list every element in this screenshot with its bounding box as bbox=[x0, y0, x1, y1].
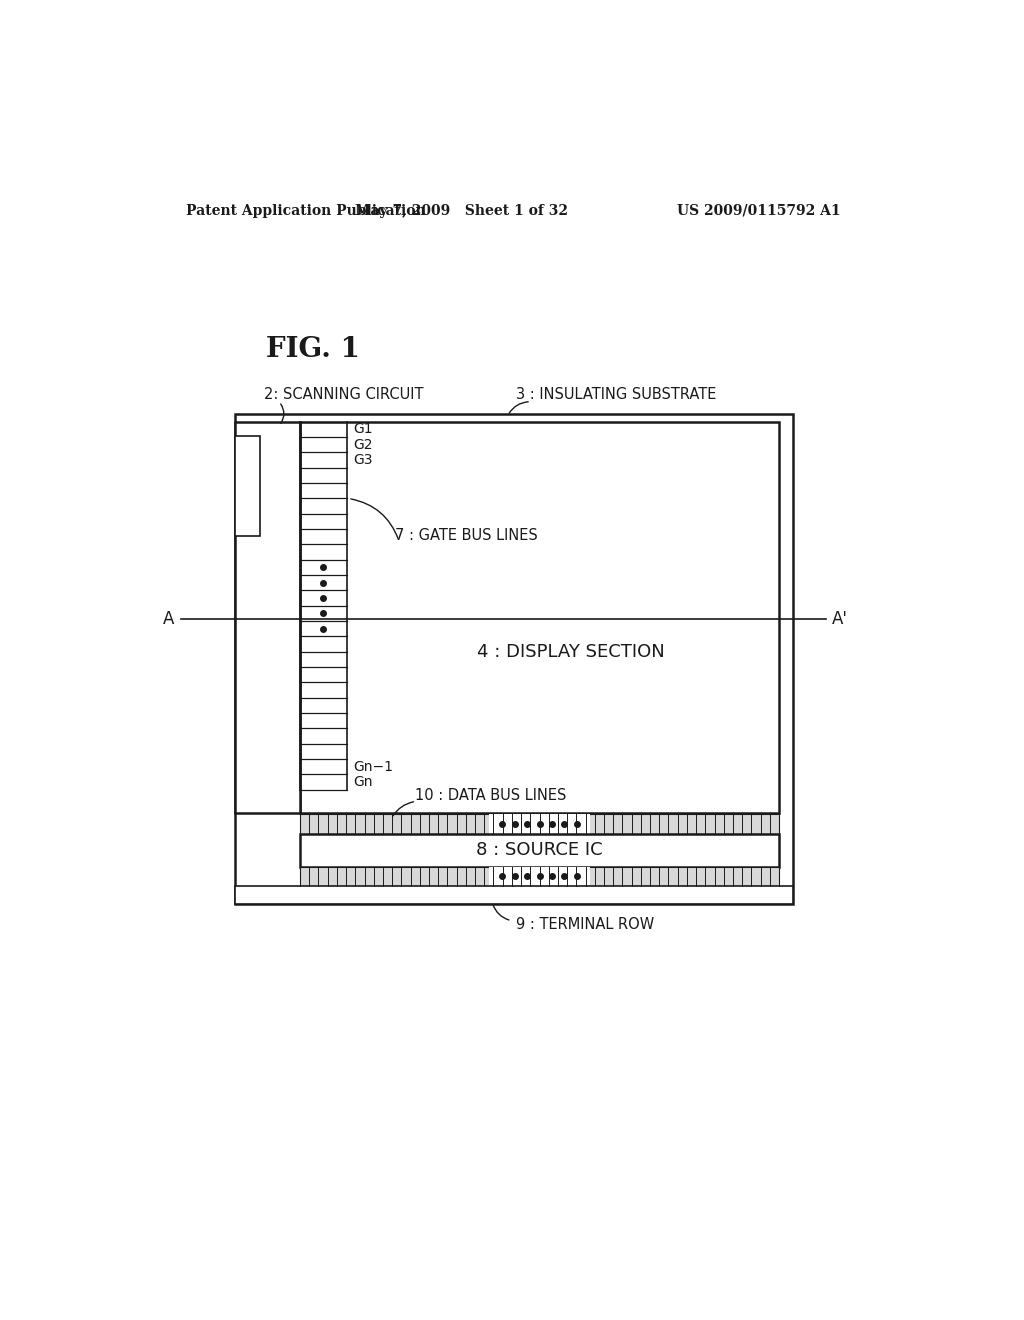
Text: US 2009/0115792 A1: US 2009/0115792 A1 bbox=[677, 203, 841, 218]
Text: 4 : DISPLAY SECTION: 4 : DISPLAY SECTION bbox=[476, 643, 665, 661]
Bar bbox=[234, 414, 793, 904]
Text: May 7, 2009   Sheet 1 of 32: May 7, 2009 Sheet 1 of 32 bbox=[354, 203, 567, 218]
Text: 3 : INSULATING SUBSTRATE: 3 : INSULATING SUBSTRATE bbox=[515, 387, 716, 401]
Text: 2: SCANNING CIRCUIT: 2: SCANNING CIRCUIT bbox=[263, 387, 423, 401]
Text: Gn: Gn bbox=[352, 775, 373, 789]
Bar bbox=[300, 422, 779, 813]
Text: 7 : GATE BUS LINES: 7 : GATE BUS LINES bbox=[395, 528, 539, 544]
Text: 8 : SOURCE IC: 8 : SOURCE IC bbox=[476, 841, 603, 859]
Bar bbox=[489, 814, 590, 834]
Bar bbox=[489, 867, 590, 886]
Bar bbox=[234, 436, 260, 536]
Text: 10 : DATA BUS LINES: 10 : DATA BUS LINES bbox=[415, 788, 566, 804]
Text: A: A bbox=[163, 610, 174, 628]
Text: Patent Application Publication: Patent Application Publication bbox=[186, 203, 426, 218]
Bar bbox=[300, 867, 779, 886]
Text: FIG. 1: FIG. 1 bbox=[266, 335, 359, 363]
Bar bbox=[234, 422, 300, 813]
Text: Gn−1: Gn−1 bbox=[352, 760, 393, 774]
Text: G3: G3 bbox=[352, 453, 373, 467]
Bar bbox=[300, 834, 779, 867]
Text: 9 : TERMINAL ROW: 9 : TERMINAL ROW bbox=[515, 917, 653, 932]
Bar bbox=[300, 814, 779, 834]
Text: G2: G2 bbox=[352, 438, 373, 451]
Bar bbox=[234, 886, 793, 904]
Text: A': A' bbox=[831, 610, 848, 628]
Text: G1: G1 bbox=[352, 422, 373, 437]
